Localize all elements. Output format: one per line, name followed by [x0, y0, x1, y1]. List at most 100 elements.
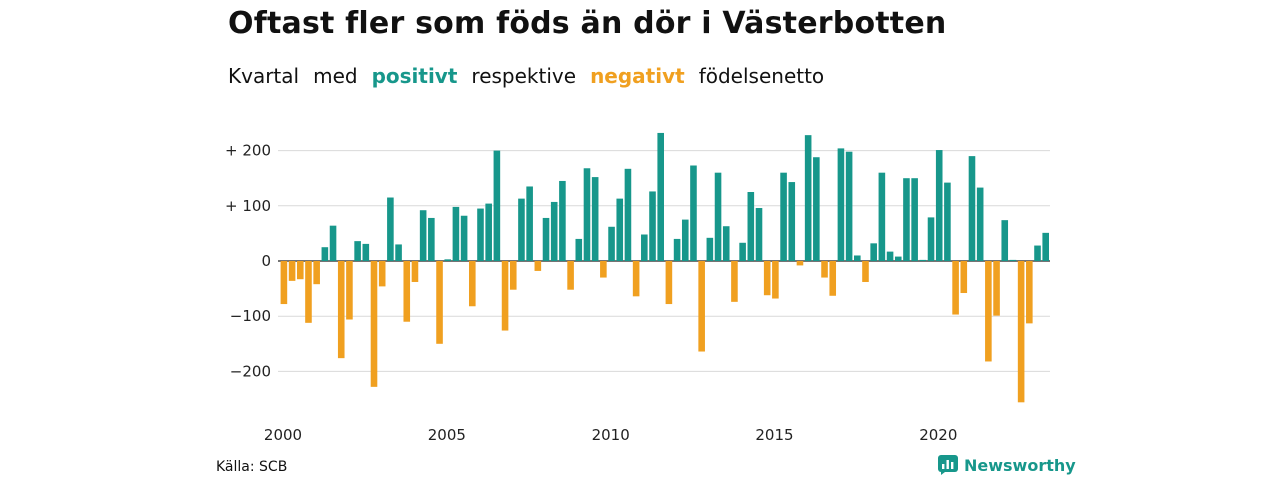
bar — [747, 192, 755, 261]
bar — [968, 156, 976, 261]
bar — [985, 261, 992, 362]
y-tick-label: + 200 — [225, 142, 271, 160]
bar — [567, 261, 574, 290]
subtitle-word-fodelsenetto: födelsenetto — [698, 64, 825, 88]
bar — [886, 251, 894, 261]
bar — [387, 197, 394, 261]
bar — [1042, 232, 1049, 261]
bar — [657, 132, 664, 261]
bar — [460, 215, 468, 261]
bar — [993, 261, 1000, 316]
subtitle-word-respektive: respektive — [471, 64, 577, 88]
bar — [493, 150, 501, 261]
bar — [370, 261, 378, 387]
y-tick-label: + 100 — [225, 197, 271, 215]
bar — [550, 201, 558, 261]
x-tick-label: 2000 — [264, 426, 302, 444]
bar — [673, 238, 681, 261]
bar — [485, 203, 492, 261]
bar — [444, 259, 452, 261]
bar — [534, 261, 542, 271]
bar — [1009, 259, 1017, 261]
bar — [821, 261, 828, 278]
bar — [878, 172, 886, 261]
bar — [280, 261, 288, 305]
bar — [1001, 220, 1009, 261]
bar — [854, 255, 861, 261]
bar — [780, 172, 787, 261]
bar — [763, 261, 771, 296]
bar — [337, 261, 345, 359]
legend-negative: negativt — [590, 64, 685, 88]
bar — [591, 177, 599, 261]
bar — [788, 182, 796, 261]
bar — [976, 187, 984, 261]
bar — [960, 261, 968, 294]
bar — [690, 165, 697, 261]
subtitle-word-kvartal: Kvartal — [228, 64, 300, 88]
bar — [526, 186, 533, 261]
bar — [731, 261, 738, 302]
chart-subtitle: Kvartal med positivt respektive negativt föde… — [228, 64, 838, 88]
bar — [698, 261, 705, 352]
bar — [919, 259, 927, 261]
bar — [714, 172, 722, 261]
subtitle-word-med: med — [313, 64, 358, 88]
bar — [706, 237, 714, 261]
bar — [681, 219, 689, 261]
bar — [296, 261, 304, 280]
bar — [600, 261, 607, 278]
brand-logo: Newsworthy — [938, 455, 1076, 475]
bar — [641, 234, 648, 261]
bar — [739, 242, 746, 261]
brand-name: Newsworthy — [964, 455, 1076, 475]
bar — [804, 135, 812, 261]
bar — [575, 238, 583, 261]
bar — [477, 208, 484, 261]
bar — [419, 210, 427, 261]
bar — [305, 261, 312, 323]
bar — [813, 157, 820, 261]
bar — [346, 261, 353, 320]
bar — [288, 261, 296, 281]
bar — [378, 261, 386, 287]
bar — [944, 182, 951, 261]
bar — [428, 217, 435, 261]
bar — [501, 261, 509, 331]
bar — [469, 261, 476, 307]
x-tick-label: 2015 — [755, 426, 793, 444]
bar — [542, 217, 550, 261]
bar — [722, 226, 730, 261]
bar — [755, 208, 763, 261]
bar — [935, 150, 943, 261]
source-note: Källa: SCB — [216, 459, 288, 475]
bar — [649, 191, 656, 261]
bar — [624, 168, 632, 261]
bar — [354, 241, 361, 261]
bar — [395, 244, 402, 261]
bar — [894, 256, 902, 261]
bar — [559, 180, 566, 261]
bar — [411, 261, 419, 282]
bar — [616, 198, 624, 261]
chart-title: Oftast fler som föds än dör i Västerbott… — [228, 6, 947, 41]
bar — [436, 261, 443, 344]
y-tick-label: −200 — [230, 362, 271, 380]
bar — [837, 148, 845, 261]
bar — [518, 198, 525, 261]
bar — [583, 168, 591, 261]
bar — [313, 261, 320, 285]
newsworthy-logo-icon — [938, 455, 958, 475]
bar — [903, 178, 910, 261]
bar — [796, 261, 804, 266]
bar — [772, 261, 779, 299]
bar — [509, 261, 517, 290]
bar — [403, 261, 411, 322]
bar — [1026, 261, 1033, 324]
bar — [845, 151, 853, 261]
y-tick-label: −100 — [230, 307, 271, 325]
bar — [829, 261, 837, 296]
bar — [608, 226, 615, 261]
y-tick-label: 0 — [261, 252, 271, 270]
